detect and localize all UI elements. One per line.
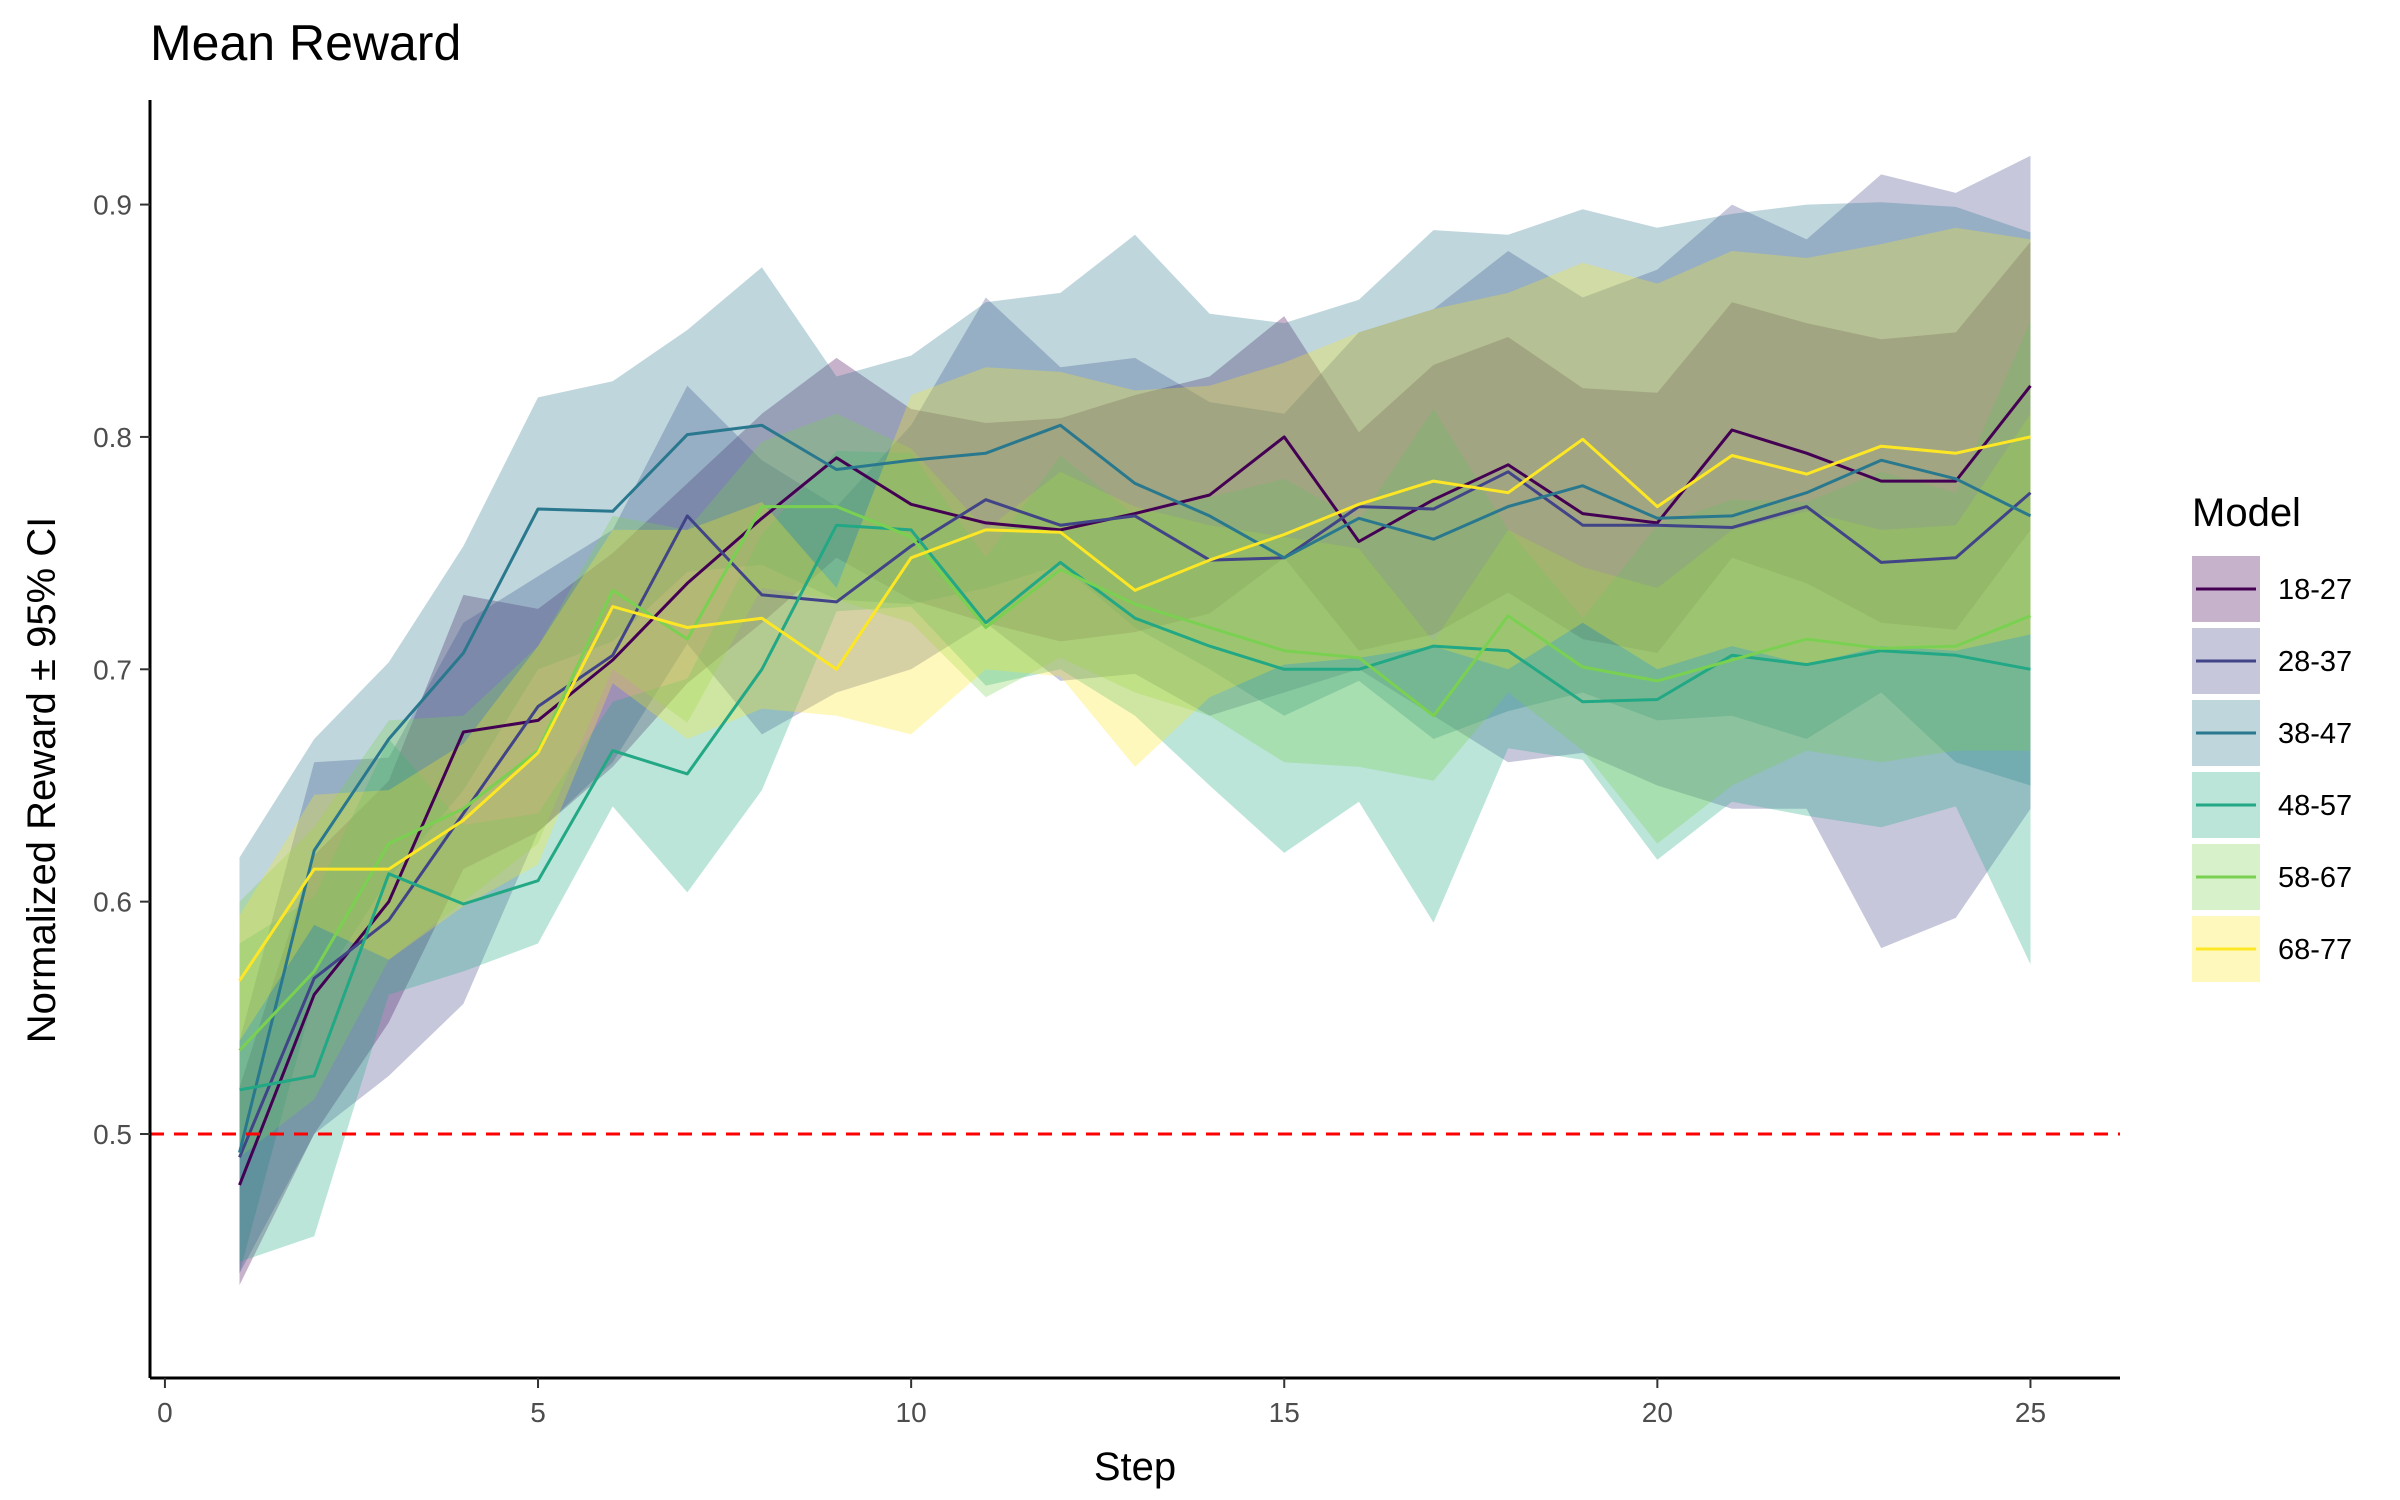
series-line-18-27 xyxy=(238,384,2032,1186)
y-tick-label: 0.7 xyxy=(93,654,132,685)
legend-label: 68-77 xyxy=(2278,934,2352,966)
series-line-68-77 xyxy=(238,435,2031,982)
legend-label: 38-47 xyxy=(2278,718,2352,750)
ci-band-58-67 xyxy=(239,413,2031,1158)
legend-label: 18-27 xyxy=(2278,574,2352,606)
legend-item-18-27: 18-27 xyxy=(2192,556,2352,622)
chart-title: Mean Reward xyxy=(150,15,461,71)
ci-band-48-57 xyxy=(239,320,2031,1262)
legend-label: 58-67 xyxy=(2278,862,2352,894)
series-line-48-57 xyxy=(239,523,2031,1092)
legend-item-48-57: 48-57 xyxy=(2192,772,2352,838)
series-line-28-37 xyxy=(238,470,2032,1158)
ci-band-68-77 xyxy=(239,227,2031,1042)
x-ticks: 0 5 10 15 20 25 xyxy=(157,1378,2046,1428)
x-tick-label: 5 xyxy=(530,1397,546,1428)
series-line-38-47 xyxy=(238,423,2032,1153)
y-tick-label: 0.9 xyxy=(93,190,132,221)
ci-band-18-27 xyxy=(239,241,2031,1286)
series-lines xyxy=(238,384,2032,1186)
legend-label: 28-37 xyxy=(2278,646,2352,678)
legend: Model 18-27 28-37 38-47 48-57 58-67 68-77 xyxy=(2192,491,2352,982)
ci-bands xyxy=(239,155,2031,1286)
legend-title: Model xyxy=(2192,491,2301,535)
legend-label: 48-57 xyxy=(2278,790,2352,822)
y-tick-label: 0.6 xyxy=(93,887,132,918)
y-tick-label: 0.8 xyxy=(93,422,132,453)
x-tick-label: 20 xyxy=(1642,1397,1673,1428)
x-tick-label: 0 xyxy=(157,1397,173,1428)
ci-band-38-47 xyxy=(239,202,2031,1274)
legend-item-28-37: 28-37 xyxy=(2192,628,2352,694)
x-tick-label: 25 xyxy=(2015,1397,2046,1428)
axes: 0.5 0.6 0.7 0.8 0.9 0 5 10 15 20 25 xyxy=(93,100,2120,1428)
x-tick-label: 15 xyxy=(1269,1397,1300,1428)
x-tick-label: 10 xyxy=(896,1397,927,1428)
legend-items: 18-27 28-37 38-47 48-57 58-67 68-77 xyxy=(2192,556,2352,982)
legend-item-38-47: 38-47 xyxy=(2192,700,2352,766)
y-tick-label: 0.5 xyxy=(93,1119,132,1150)
x-axis-title: Step xyxy=(1094,1445,1176,1489)
y-ticks: 0.5 0.6 0.7 0.8 0.9 xyxy=(93,190,150,1150)
legend-item-68-77: 68-77 xyxy=(2192,916,2352,982)
y-axis-title: Normalized Reward ± 95% CI xyxy=(20,517,64,1044)
legend-item-58-67: 58-67 xyxy=(2192,844,2352,910)
